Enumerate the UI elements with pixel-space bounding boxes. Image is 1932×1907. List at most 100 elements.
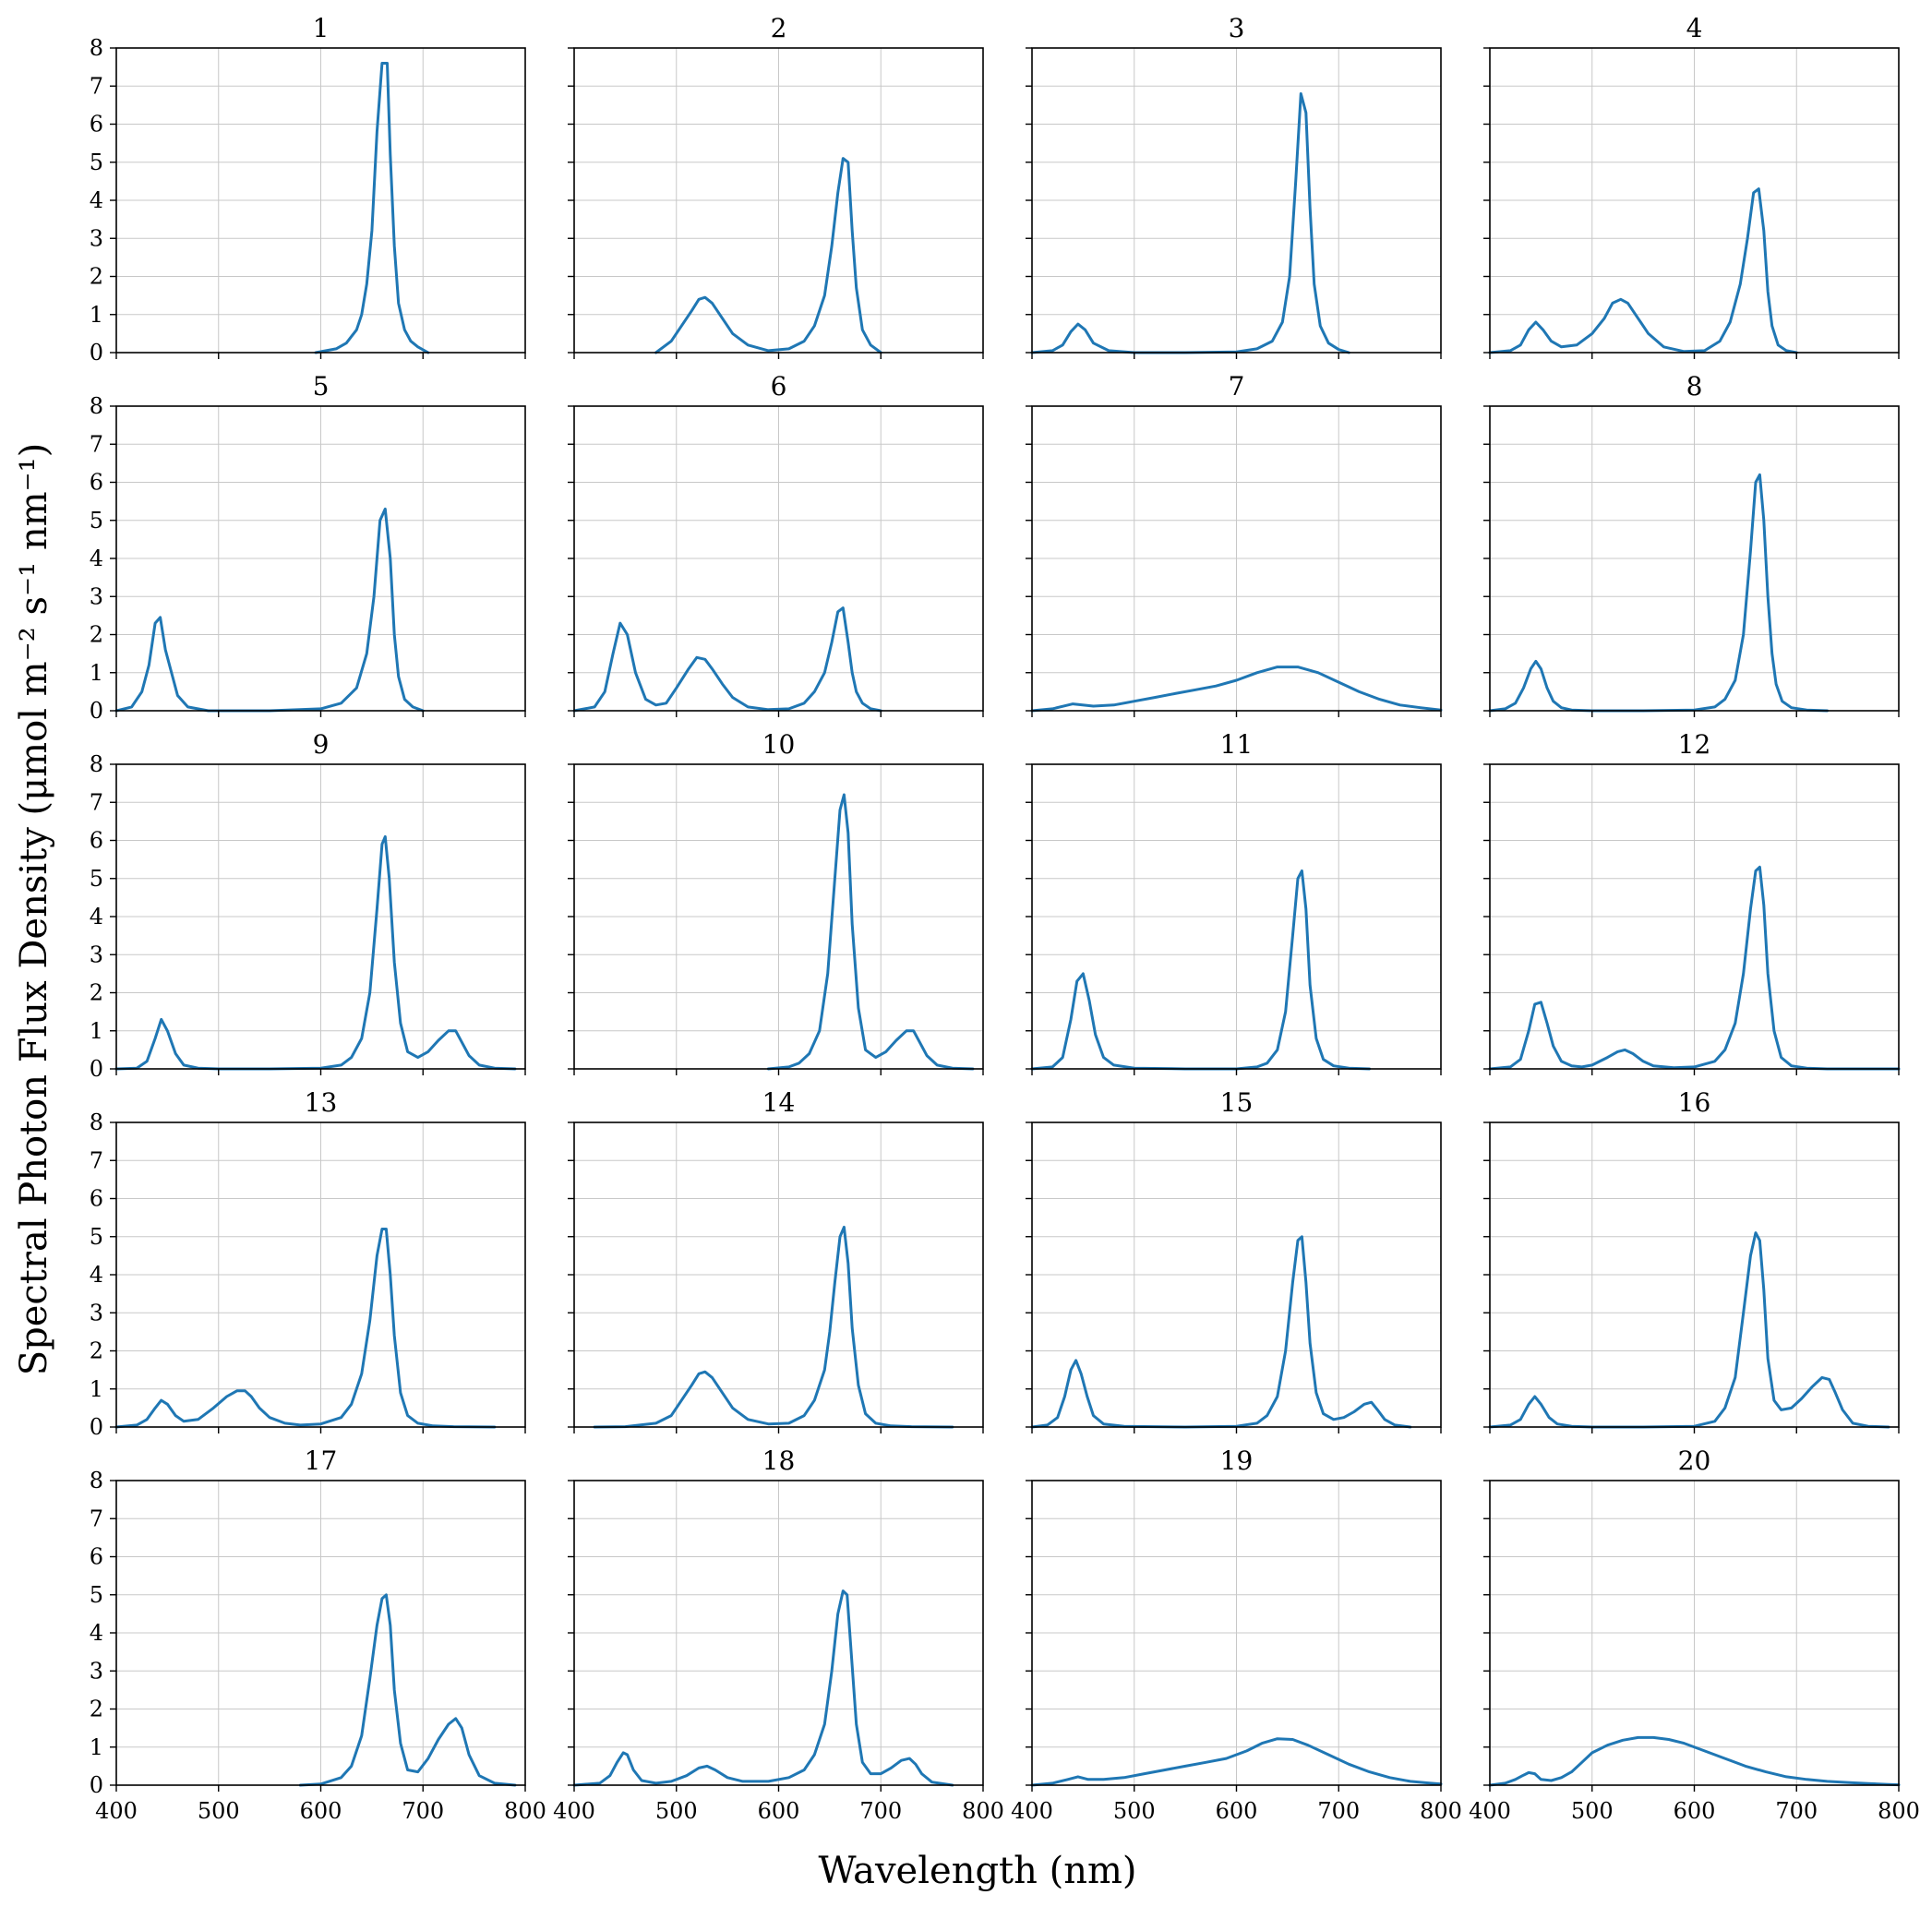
spectrum-line-10 — [766, 793, 975, 1071]
subplot-title: 2 — [771, 13, 787, 43]
spectrum-line-9 — [114, 834, 517, 1071]
subplot-title: 20 — [1678, 1445, 1711, 1476]
y-tick-label: 8 — [90, 751, 103, 777]
spectrum-line-8 — [1488, 473, 1829, 713]
y-tick-label: 3 — [90, 1300, 103, 1325]
y-tick-label: 5 — [90, 150, 103, 175]
subplot-title: 16 — [1678, 1087, 1711, 1118]
spectrum-line-13 — [114, 1228, 497, 1429]
y-tick-label: 8 — [90, 393, 103, 419]
spectrum-line-20 — [1488, 1735, 1901, 1787]
y-tick-label: 5 — [90, 508, 103, 534]
y-tick-label: 1 — [90, 1376, 103, 1402]
x-tick-label: 400 — [1011, 1798, 1053, 1824]
y-tick-label: 6 — [90, 1544, 103, 1570]
y-axis-label: Spectral Photon Flux Density (μmol m⁻² s… — [13, 443, 55, 1376]
subplot-title: 15 — [1220, 1087, 1254, 1118]
x-tick-label: 600 — [758, 1798, 800, 1824]
subplot-title: 10 — [762, 729, 796, 760]
spectrum-line-4 — [1488, 187, 1798, 354]
subplot-8: 8 — [1483, 371, 1900, 717]
y-tick-label: 7 — [90, 1147, 103, 1173]
spectrum-line-6 — [572, 606, 882, 713]
x-tick-label: 800 — [1420, 1798, 1462, 1824]
spectrum-line-1 — [314, 62, 430, 354]
y-tick-label: 2 — [90, 622, 103, 648]
spectrum-line-15 — [1030, 1235, 1412, 1429]
subplot-4: 4 — [1483, 13, 1900, 359]
x-tick-label: 700 — [1317, 1798, 1360, 1824]
x-axis-label: Wavelength (nm) — [818, 1850, 1136, 1892]
spectrum-line-11 — [1030, 870, 1371, 1071]
y-tick-label: 1 — [90, 1734, 103, 1760]
x-tick-label: 400 — [95, 1798, 138, 1824]
subplot-title: 8 — [1686, 371, 1703, 402]
spectrum-line-19 — [1030, 1737, 1443, 1787]
y-tick-label: 6 — [90, 828, 103, 854]
x-tick-label: 500 — [198, 1798, 240, 1824]
subplot-13: 0 1 2 3 4 5 6 7 8 13 — [90, 1087, 526, 1440]
y-tick-label: 4 — [90, 546, 103, 571]
subplot-14: 14 — [568, 1087, 984, 1433]
spectrum-line-2 — [654, 157, 882, 354]
subplot-title: 13 — [305, 1087, 338, 1118]
y-tick-label: 0 — [90, 698, 103, 724]
subplot-2: 2 — [568, 13, 984, 359]
x-tick-label: 800 — [1878, 1798, 1920, 1824]
subplot-12: 12 — [1483, 729, 1901, 1075]
subplot-19: 400 500 600 700 800 19 — [1011, 1445, 1462, 1824]
y-tick-label: 2 — [90, 1338, 103, 1364]
x-tick-label: 400 — [1469, 1798, 1511, 1824]
y-tick-label: 0 — [90, 1772, 103, 1798]
subplot-17: 0 1 2 3 4 5 6 7 8 400 500 600 700 800 17 — [90, 1445, 546, 1824]
subplot-7: 7 — [1026, 371, 1443, 717]
y-tick-label: 4 — [90, 904, 103, 930]
spectrum-line-3 — [1030, 92, 1350, 354]
x-tick-label: 500 — [1571, 1798, 1614, 1824]
y-tick-label: 3 — [90, 225, 103, 251]
spectrum-line-7 — [1030, 666, 1443, 713]
x-tick-label: 700 — [1775, 1798, 1818, 1824]
y-tick-label: 2 — [90, 980, 103, 1006]
y-tick-label: 8 — [90, 35, 103, 61]
y-tick-label: 0 — [90, 1414, 103, 1440]
subplot-title: 7 — [1229, 371, 1245, 402]
subplot-5: 0 1 2 3 4 5 6 7 8 5 — [90, 371, 526, 724]
subplot-title: 18 — [762, 1445, 796, 1476]
subplot-6: 6 — [568, 371, 984, 717]
x-tick-label: 600 — [1216, 1798, 1258, 1824]
subplot-title: 11 — [1220, 729, 1254, 760]
x-tick-label: 700 — [402, 1798, 444, 1824]
spectrum-line-18 — [572, 1589, 954, 1787]
y-tick-label: 4 — [90, 1620, 103, 1646]
y-tick-label: 6 — [90, 470, 103, 496]
subplot-title: 1 — [313, 13, 330, 43]
subplot-title: 14 — [762, 1087, 796, 1118]
y-tick-label: 8 — [90, 1109, 103, 1135]
y-tick-label: 6 — [90, 112, 103, 138]
y-tick-label: 7 — [90, 789, 103, 815]
x-tick-label: 800 — [504, 1798, 546, 1824]
x-tick-label: 600 — [300, 1798, 342, 1824]
y-tick-label: 4 — [90, 1262, 103, 1288]
x-tick-label: 700 — [859, 1798, 902, 1824]
y-tick-label: 6 — [90, 1186, 103, 1212]
x-tick-label: 600 — [1674, 1798, 1716, 1824]
x-tick-label: 800 — [962, 1798, 1004, 1824]
subplot-18: 400 500 600 700 800 18 — [553, 1445, 1004, 1824]
subplot-title: 9 — [313, 729, 330, 760]
subplot-title: 4 — [1686, 13, 1703, 43]
spectrum-line-5 — [114, 507, 425, 713]
y-tick-label: 1 — [90, 302, 103, 328]
y-tick-label: 7 — [90, 431, 103, 457]
x-tick-label: 400 — [553, 1798, 595, 1824]
y-tick-label: 8 — [90, 1468, 103, 1493]
subplot-title: 19 — [1220, 1445, 1254, 1476]
subplot-title: 17 — [305, 1445, 338, 1476]
spectrum-line-14 — [593, 1225, 954, 1429]
subplot-15: 15 — [1026, 1087, 1442, 1433]
subplot-title: 6 — [771, 371, 787, 402]
subplot-3: 3 — [1026, 13, 1442, 359]
subplot-20: 400 500 600 700 800 20 — [1469, 1445, 1920, 1824]
